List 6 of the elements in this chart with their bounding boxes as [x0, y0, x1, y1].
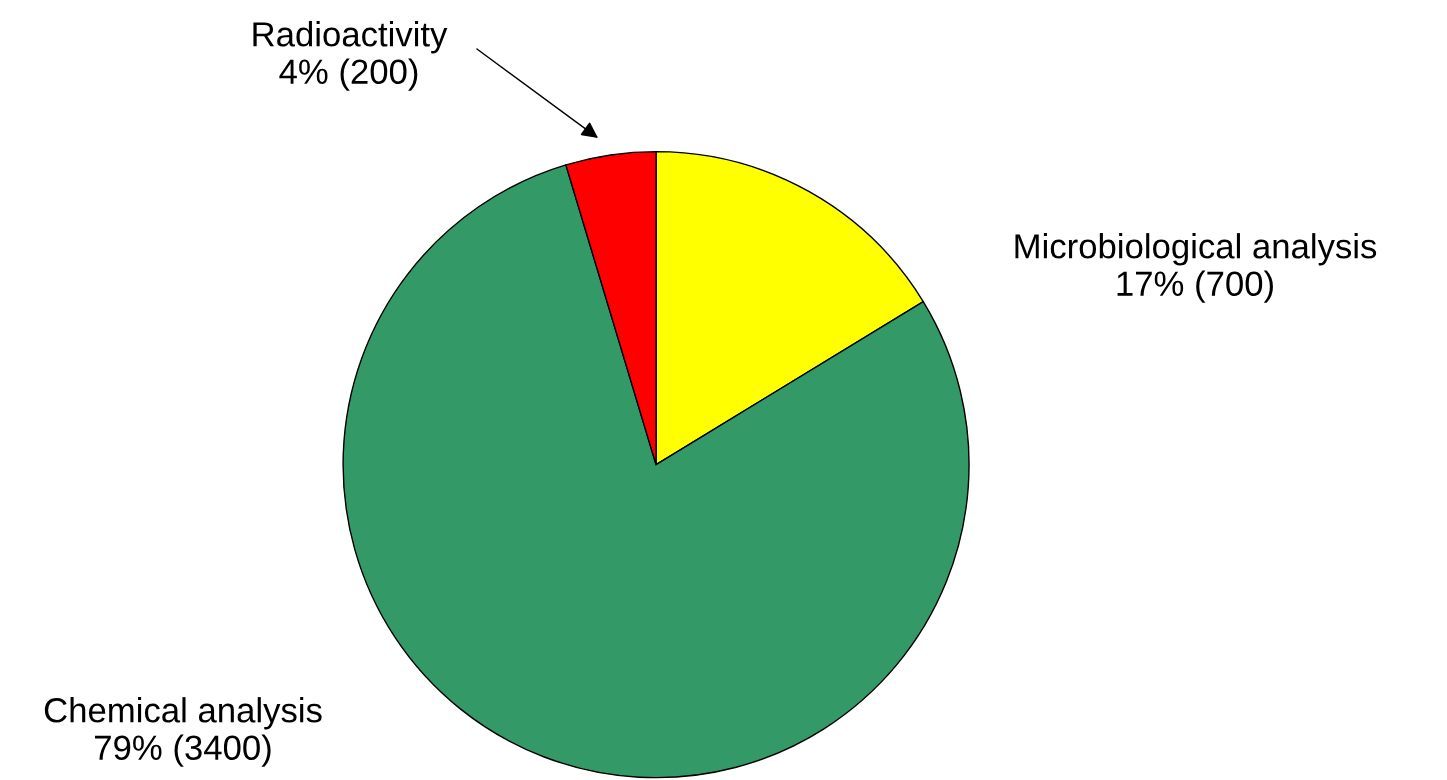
data-label: 79% (3400)	[95, 734, 271, 767]
slice-label: Chemical analysis	[44, 697, 322, 730]
data-label: 17% (700)	[1117, 270, 1273, 303]
data-label: 4% (200)	[279, 58, 418, 91]
slice-label: Microbiological analysis	[1015, 233, 1377, 266]
slice-label: Radioactivity	[253, 21, 448, 54]
